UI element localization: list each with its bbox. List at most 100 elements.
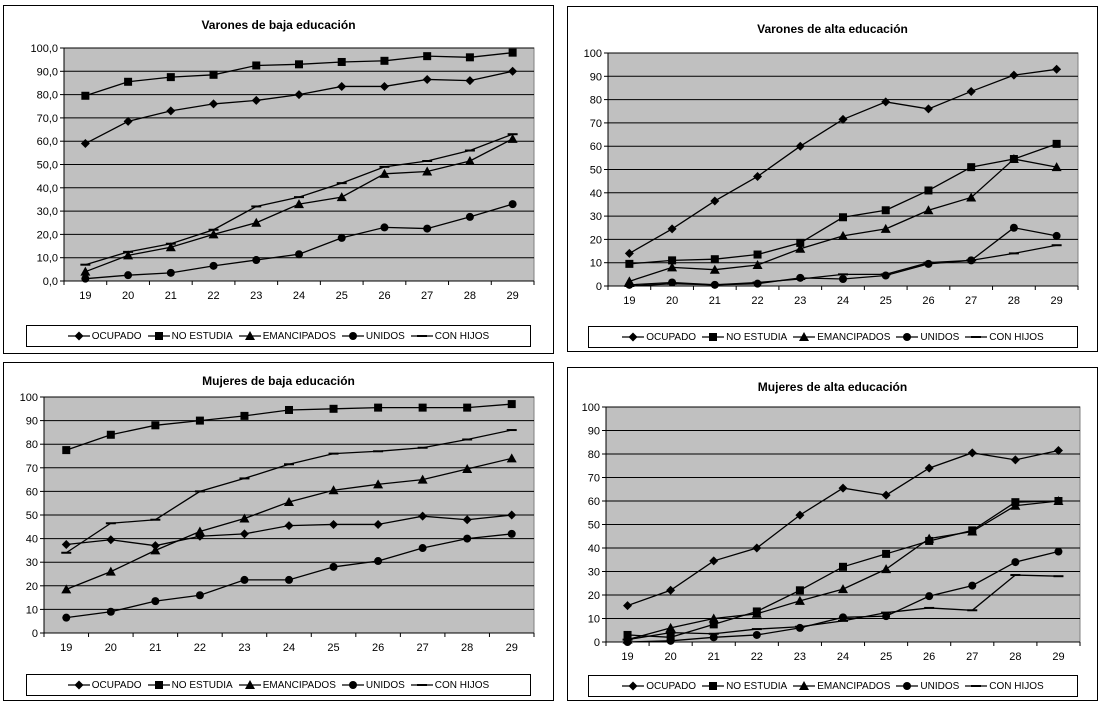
point-ocupado <box>795 510 805 520</box>
point-ocupado <box>166 106 176 116</box>
point-unidos <box>508 200 517 209</box>
chart-legend: OCUPADO NO ESTUDIA EMANCIPADOS UNIDOS CON HI… <box>588 326 1078 348</box>
legend-marker <box>709 333 718 341</box>
y-tick-label: 50 <box>26 510 38 522</box>
point-emancipados <box>709 264 720 274</box>
point-emancipados <box>417 474 428 484</box>
y-tick-label: 0 <box>594 637 600 649</box>
point-emancipados <box>194 526 205 536</box>
legend-marker <box>154 681 163 689</box>
y-tick-label: 0 <box>32 628 38 640</box>
point-unidos <box>240 575 249 584</box>
point-unidos <box>337 233 346 242</box>
legend-item-no-estudia: NO ESTUDIA <box>147 679 233 691</box>
point-emancipados <box>665 622 676 632</box>
point-no-estudia <box>839 562 847 571</box>
point-emancipados <box>328 485 339 495</box>
point-unidos <box>668 278 677 287</box>
legend-swatch <box>67 331 90 341</box>
legend-marker <box>74 331 84 341</box>
y-tick-label: 100 <box>20 392 38 404</box>
legend-marker <box>348 332 357 340</box>
point-unidos <box>507 529 516 538</box>
x-tick-label: 25 <box>327 642 339 654</box>
point-unidos <box>423 224 432 233</box>
point-ocupado <box>422 74 432 84</box>
y-tick-label: 100 <box>584 48 602 60</box>
legend-item-unidos: UNIDOS <box>896 681 959 692</box>
legend-swatch <box>67 680 90 690</box>
y-tick-label: 20,0 <box>37 229 58 241</box>
x-tick-label: 24 <box>837 295 849 307</box>
point-ocupado <box>106 535 116 545</box>
point-unidos <box>465 212 474 221</box>
legend-label: UNIDOS <box>920 331 960 343</box>
y-tick-label: 90,0 <box>37 66 58 78</box>
legend-label: CON HIJOS <box>989 680 1044 692</box>
point-no-estudia <box>329 404 338 413</box>
point-unidos <box>1009 223 1018 232</box>
x-tick-label: 26 <box>372 642 384 654</box>
point-ocupado <box>418 511 428 521</box>
x-tick-label: 20 <box>666 295 678 307</box>
point-unidos <box>106 607 115 616</box>
point-no-estudia <box>710 255 719 264</box>
x-tick-label: 29 <box>1051 295 1063 307</box>
point-no-estudia <box>753 250 762 259</box>
plot-svg: 0 10 20 30 40 50 60 70 80 90 100 19 20 21 22 23 24 25 26 27… <box>582 402 1081 663</box>
y-tick-label: 70,0 <box>37 113 58 125</box>
legend-label: NO ESTUDIA <box>726 331 788 343</box>
point-no-estudia <box>882 549 891 558</box>
point-unidos <box>752 630 761 639</box>
x-tick-label: 20 <box>105 642 117 654</box>
x-tick-label: 27 <box>421 290 433 302</box>
point-unidos <box>795 623 804 632</box>
point-ocupado <box>838 114 848 124</box>
legend-marker <box>628 332 638 342</box>
chart-title: Varones de baja educación <box>201 18 356 32</box>
point-no-estudia <box>418 403 427 412</box>
legend-label: OCUPADO <box>646 331 697 343</box>
point-emancipados <box>239 513 250 523</box>
chart-panel-varones-baja: Varones de baja educación 0,0 10,0 20,0 30,… <box>3 5 554 354</box>
y-tick-label: 10,0 <box>37 253 58 265</box>
y-tick-label: 0 <box>596 281 602 293</box>
x-tick-label: 26 <box>922 295 934 307</box>
point-no-estudia <box>625 259 634 268</box>
point-emancipados <box>336 192 347 202</box>
y-tick-label: 10 <box>26 604 38 616</box>
x-tick-label: 23 <box>250 290 262 302</box>
y-tick-label: 60 <box>588 496 600 508</box>
point-no-estudia <box>380 56 389 65</box>
chart-title: Mujeres de alta educación <box>757 380 908 394</box>
legend-swatch <box>896 333 919 341</box>
x-tick-label: 26 <box>378 290 390 302</box>
legend-item-no-estudia: NO ESTUDIA <box>702 681 787 692</box>
legend-item-emancipados: EMANCIPADOS <box>793 332 890 343</box>
legend-swatch <box>622 332 645 342</box>
point-no-estudia <box>62 446 71 455</box>
x-tick-label: 26 <box>923 651 935 663</box>
point-unidos <box>166 268 175 277</box>
legend-label: NO ESTUDIA <box>171 679 233 691</box>
point-emancipados <box>507 133 518 143</box>
point-ocupado <box>623 601 633 611</box>
point-no-estudia <box>967 163 976 172</box>
point-unidos <box>124 271 133 280</box>
point-unidos <box>285 575 293 584</box>
point-no-estudia <box>795 586 804 595</box>
legend-swatch <box>702 333 725 341</box>
point-emancipados <box>1053 496 1064 505</box>
y-tick-label: 80 <box>588 449 600 461</box>
point-unidos <box>81 274 90 283</box>
y-tick-label: 10 <box>588 614 600 626</box>
legend-marker <box>348 681 357 689</box>
point-ocupado <box>1053 445 1063 455</box>
point-unidos <box>753 279 762 288</box>
y-tick-label: 20 <box>588 590 600 602</box>
point-no-estudia <box>463 403 472 412</box>
point-ocupado <box>753 171 763 181</box>
legend-swatch <box>238 331 261 340</box>
point-unidos <box>252 256 261 265</box>
x-tick-label: 24 <box>283 642 295 654</box>
